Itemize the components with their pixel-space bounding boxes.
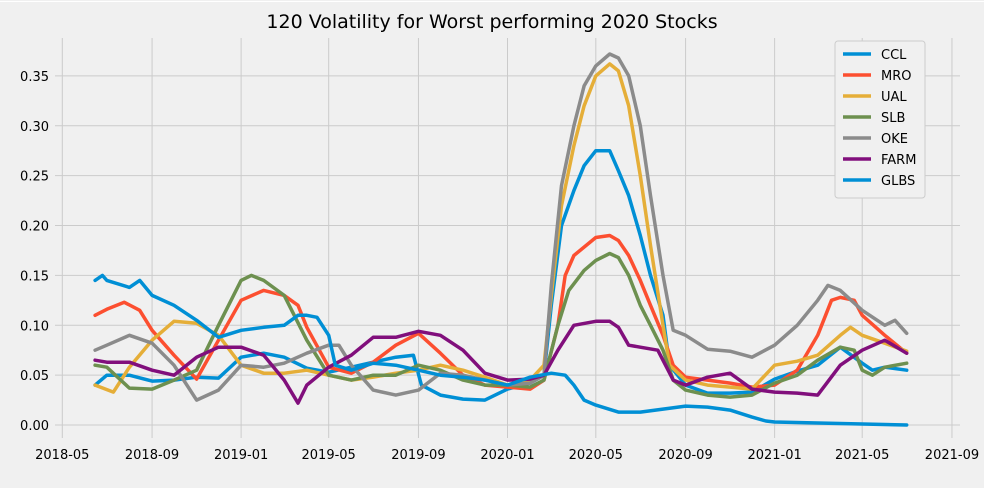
- series-lines: [93, 52, 909, 427]
- x-tick-label: 2020-05: [569, 448, 623, 463]
- x-tick-label: 2018-05: [35, 448, 89, 463]
- y-tick-label: 0.30: [20, 120, 49, 135]
- x-tick-label: 2021-09: [925, 448, 979, 463]
- legend-label-ual: UAL: [881, 90, 907, 105]
- y-tick-label: 0.25: [20, 170, 49, 185]
- legend-label-oke: OKE: [881, 132, 908, 147]
- y-tick-label: 0.35: [20, 70, 49, 85]
- series-line-oke: [93, 52, 909, 402]
- x-tick-label: 2020-09: [658, 448, 712, 463]
- y-tick-label: 0.20: [20, 220, 49, 235]
- x-tick-label: 2021-05: [835, 448, 889, 463]
- x-tick-label: 2021-01: [747, 448, 801, 463]
- x-tick-label: 2018-09: [125, 448, 179, 463]
- series-line-glbs: [93, 273, 909, 427]
- x-tick-label: 2019-05: [302, 448, 356, 463]
- series-line-slb: [93, 251, 909, 399]
- legend: CCL MRO UAL SLB OKE FARM GLBS: [834, 40, 926, 199]
- series-line-farm: [93, 319, 909, 405]
- y-tick-label: 0.10: [20, 319, 49, 334]
- y-tick-label: 0.15: [20, 269, 49, 284]
- x-tick-label: 2020-01: [480, 448, 534, 463]
- chart-title: 120 Volatility for Worst performing 2020…: [266, 11, 717, 33]
- legend-label-farm: FARM: [881, 153, 916, 168]
- legend-label-slb: SLB: [881, 111, 905, 126]
- x-tick-label: 2019-01: [214, 448, 268, 463]
- y-tick-label: 0.05: [20, 369, 49, 384]
- axis-labels: 2018-05 2018-09 2019-01 2019-05 2019-09 2020-…: [20, 70, 979, 463]
- legend-label-ccl: CCL: [881, 48, 907, 63]
- legend-label-mro: MRO: [881, 69, 911, 84]
- legend-label-glbs: GLBS: [881, 174, 915, 189]
- y-tick-label: 0.00: [20, 419, 49, 434]
- x-tick-label: 2019-09: [391, 448, 445, 463]
